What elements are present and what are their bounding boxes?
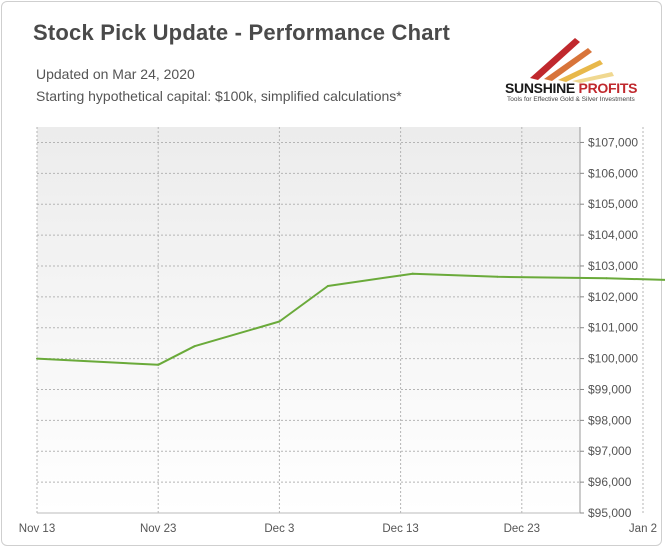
- x-tick-label: Dec 3: [264, 523, 294, 535]
- y-tick-label: $104,000: [588, 228, 638, 242]
- logo-name-part1: SUNSHINE: [505, 80, 575, 96]
- capital-note: Starting hypothetical capital: $100k, si…: [36, 88, 402, 104]
- y-tick-label: $103,000: [588, 259, 638, 273]
- series-point: [36, 357, 38, 360]
- x-tick-label: Dec 23: [504, 523, 540, 535]
- logo-tagline: Tools for Effective Gold & Silver Invest…: [507, 96, 635, 103]
- x-tick-label: Dec 13: [382, 523, 418, 535]
- y-tick-label: $106,000: [588, 166, 638, 180]
- y-tick-label: $101,000: [588, 321, 638, 335]
- grid-lines: [36, 127, 644, 514]
- series-point: [326, 285, 329, 288]
- y-tick-label: $107,000: [588, 135, 638, 149]
- y-tick-label: $97,000: [588, 444, 632, 458]
- series-point: [157, 363, 160, 366]
- series-group: [36, 272, 665, 366]
- y-tick-label: $95,000: [588, 506, 632, 520]
- series-point: [193, 345, 196, 348]
- x-tick-label: Jan 2: [629, 523, 657, 535]
- y-tick-label: $98,000: [588, 413, 632, 427]
- x-tick-label: Nov 13: [19, 523, 55, 535]
- updated-date: Updated on Mar 24, 2020: [36, 66, 195, 82]
- page-title: Stock Pick Update - Performance Chart: [33, 20, 450, 45]
- logo-name-part2: PROFITS: [574, 80, 638, 96]
- y-axis-ticks: $95,000 $96,000 $97,000 $98,000 $99,000 $100,…: [580, 135, 638, 520]
- series-point: [496, 275, 499, 278]
- y-tick-label: $102,000: [588, 290, 638, 304]
- y-tick-label: $96,000: [588, 475, 632, 489]
- plot-area: [37, 127, 580, 513]
- series-point: [605, 277, 608, 280]
- y-tick-label: $99,000: [588, 382, 632, 396]
- y-tick-label: $100,000: [588, 352, 638, 366]
- series-point: [411, 272, 414, 275]
- x-tick-label: Nov 23: [140, 523, 176, 535]
- y-tick-label: $105,000: [588, 197, 638, 211]
- series-line: [36, 272, 665, 366]
- logo-name: SUNSHINE PROFITS: [505, 80, 637, 96]
- series-point: [278, 320, 281, 323]
- sunshine-profits-logo-icon: [530, 38, 614, 83]
